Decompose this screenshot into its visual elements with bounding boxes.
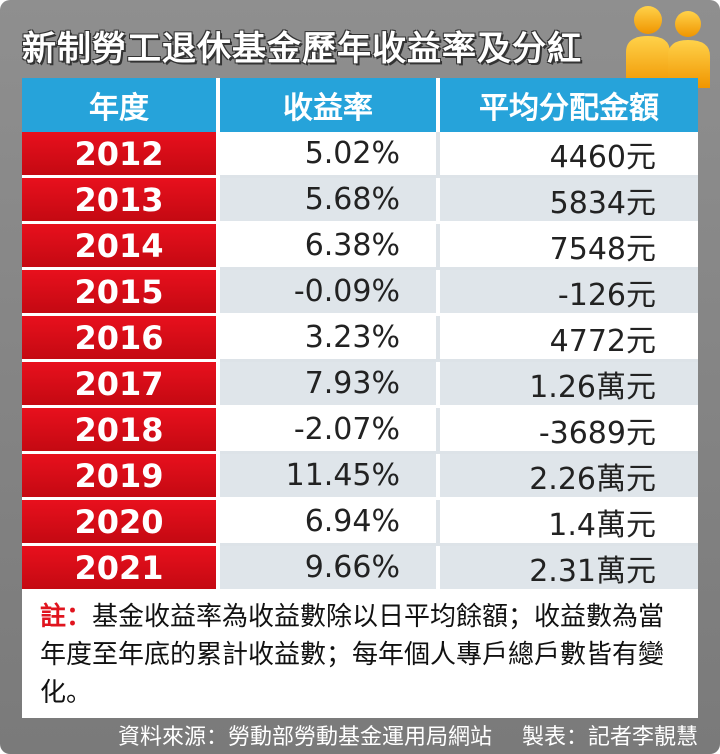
- cell-rate: 7.93%: [220, 362, 440, 408]
- cell-year: 2016: [22, 316, 220, 362]
- cell-amount: 7548元: [440, 224, 698, 270]
- cell-amount: 4772元: [440, 316, 698, 362]
- cell-year: 2014: [22, 224, 220, 270]
- cell-rate: 11.45%: [220, 454, 440, 500]
- author-credit: 製表：記者李靚慧: [521, 725, 698, 750]
- cell-rate: 9.66%: [220, 546, 440, 592]
- cell-rate: -0.09%: [220, 270, 440, 316]
- cell-rate: -2.07%: [220, 408, 440, 454]
- cell-year: 2020: [22, 500, 220, 546]
- cell-amount: 1.4萬元: [440, 500, 698, 546]
- page-title: 新制勞工退休基金歷年收益率及分紅: [22, 28, 582, 69]
- cell-year: 2017: [22, 362, 220, 408]
- cell-year: 2018: [22, 408, 220, 454]
- table-row: 2012 5.02% 4460元: [22, 132, 698, 178]
- header-rate: 收益率: [220, 78, 440, 132]
- footnote: 註：基金收益率為收益數除以日平均餘額；收益數為當年度至年底的累計收益數；每年個人…: [22, 590, 698, 718]
- table-row: 2016 3.23% 4772元: [22, 316, 698, 362]
- cell-rate: 5.02%: [220, 132, 440, 178]
- table-row: 2013 5.68% 5834元: [22, 178, 698, 224]
- source-credit: 資料來源：勞動部勞動基金運用局網站: [117, 725, 492, 750]
- footnote-label: 註：: [40, 602, 93, 632]
- header-year: 年度: [22, 78, 220, 132]
- cell-amount: -3689元: [440, 408, 698, 454]
- footnote-text: 基金收益率為收益數除以日平均餘額；收益數為當年度至年底的累計收益數；每年個人專戶…: [40, 602, 665, 708]
- footer: 資料來源：勞動部勞動基金運用局網站 製表：記者李靚慧: [0, 716, 720, 754]
- table-row: 2014 6.38% 7548元: [22, 224, 698, 270]
- cell-amount: 4460元: [440, 132, 698, 178]
- cell-amount: -126元: [440, 270, 698, 316]
- table-row: 2015 -0.09% -126元: [22, 270, 698, 316]
- cell-year: 2019: [22, 454, 220, 500]
- returns-table: 年度 收益率 平均分配金額 2012 5.02% 4460元 2013 5.68% 583…: [22, 78, 698, 592]
- cell-year: 2015: [22, 270, 220, 316]
- cell-rate: 3.23%: [220, 316, 440, 362]
- cell-year: 2012: [22, 132, 220, 178]
- table-row: 2018 -2.07% -3689元: [22, 408, 698, 454]
- cell-rate: 5.68%: [220, 178, 440, 224]
- table-header: 年度 收益率 平均分配金額: [22, 78, 698, 132]
- cell-year: 2021: [22, 546, 220, 592]
- cell-amount: 2.31萬元: [440, 546, 698, 592]
- cell-amount: 5834元: [440, 178, 698, 224]
- cell-rate: 6.38%: [220, 224, 440, 270]
- table-row: 2021 9.66% 2.31萬元: [22, 546, 698, 592]
- people-icon: [626, 6, 710, 88]
- header-amount: 平均分配金額: [440, 78, 698, 132]
- cell-year: 2013: [22, 178, 220, 224]
- table-row: 2020 6.94% 1.4萬元: [22, 500, 698, 546]
- cell-amount: 1.26萬元: [440, 362, 698, 408]
- cell-rate: 6.94%: [220, 500, 440, 546]
- table-row: 2019 11.45% 2.26萬元: [22, 454, 698, 500]
- table-row: 2017 7.93% 1.26萬元: [22, 362, 698, 408]
- cell-amount: 2.26萬元: [440, 454, 698, 500]
